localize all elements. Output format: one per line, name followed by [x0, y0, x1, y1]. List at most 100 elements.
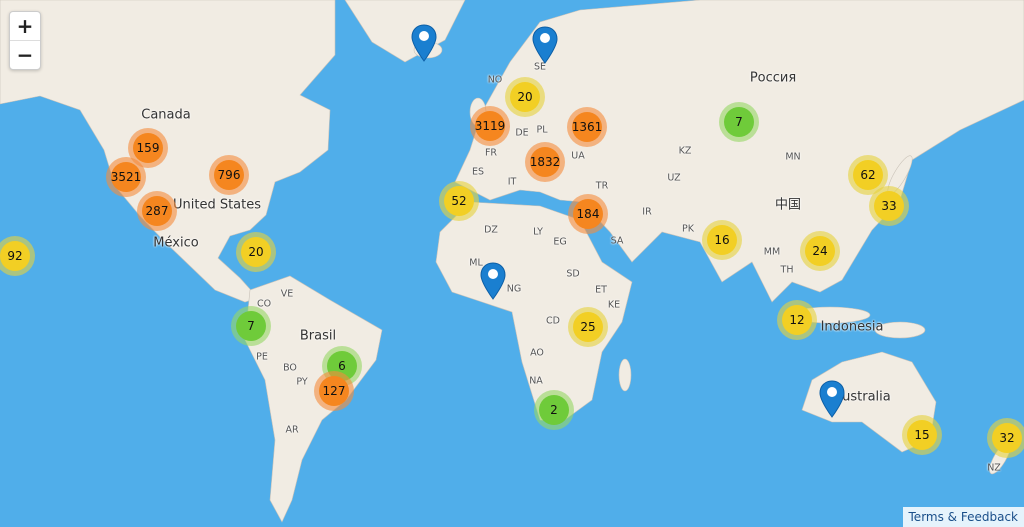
map-marker-icon[interactable] [532, 26, 558, 64]
cluster-count: 287 [142, 196, 172, 226]
map-marker-icon[interactable] [819, 380, 845, 418]
country-label: TR [595, 180, 609, 192]
marker-cluster[interactable]: 62 [848, 155, 888, 195]
country-label: PE [256, 351, 268, 363]
country-label: KZ [678, 145, 692, 157]
marker-cluster[interactable]: 2 [534, 390, 574, 430]
marker-cluster[interactable]: 32 [987, 418, 1024, 458]
country-label: LY [533, 226, 543, 238]
marker-cluster[interactable]: 92 [0, 236, 35, 276]
cluster-count: 3119 [475, 111, 505, 141]
marker-cluster[interactable]: 25 [568, 307, 608, 347]
marker-cluster[interactable]: 20 [236, 232, 276, 272]
country-label: ML [469, 257, 483, 269]
country-label: PK [682, 223, 694, 235]
country-label: 中国 [774, 197, 802, 213]
africa [435, 201, 633, 423]
country-label: FR [484, 147, 498, 159]
zoom-in-button[interactable]: + [16, 14, 34, 38]
cluster-count: 12 [782, 305, 812, 335]
south-america [244, 275, 383, 523]
marker-cluster[interactable]: 127 [314, 371, 354, 411]
marker-cluster[interactable]: 796 [209, 155, 249, 195]
country-label: NO [487, 74, 503, 86]
cluster-count: 2 [539, 395, 569, 425]
country-label: UA [571, 150, 585, 162]
country-label: AO [530, 347, 544, 359]
marker-cluster[interactable]: 16 [702, 220, 742, 260]
country-label: CD [546, 315, 560, 327]
map-marker-icon[interactable] [411, 24, 437, 62]
cluster-count: 92 [0, 241, 30, 271]
country-label: PL [536, 124, 548, 136]
country-label: ET [595, 284, 607, 296]
marker-cluster[interactable]: 24 [800, 231, 840, 271]
country-label: NA [529, 375, 543, 387]
country-label: NG [506, 283, 522, 295]
cluster-count: 159 [133, 133, 163, 163]
country-label: BO [283, 362, 297, 374]
map-marker-icon[interactable] [480, 262, 506, 300]
country-label: KE [607, 299, 621, 311]
marker-cluster[interactable]: 20 [505, 77, 545, 117]
cluster-count: 20 [510, 82, 540, 112]
terms-feedback-link[interactable]: Terms & Feedback [902, 507, 1024, 527]
cluster-count: 24 [805, 236, 835, 266]
marker-cluster[interactable]: 184 [568, 194, 608, 234]
country-label: TH [780, 264, 794, 276]
country-label: IT [507, 176, 517, 188]
marker-cluster[interactable]: 159 [128, 128, 168, 168]
new-guinea [874, 321, 926, 339]
country-label: Brasil [299, 328, 337, 344]
country-label: CO [256, 298, 272, 310]
cluster-count: 3521 [111, 162, 141, 192]
cluster-count: 32 [992, 423, 1022, 453]
cluster-count: 33 [874, 191, 904, 221]
zoom-control: + − [9, 11, 41, 70]
country-label: Indonesia [820, 319, 884, 335]
cluster-count: 1832 [530, 147, 560, 177]
marker-cluster[interactable]: 1361 [567, 107, 607, 147]
cluster-count: 1361 [572, 112, 602, 142]
marker-cluster[interactable]: 287 [137, 191, 177, 231]
cluster-count: 25 [573, 312, 603, 342]
marker-cluster[interactable]: 15 [902, 415, 942, 455]
country-label: SA [610, 235, 624, 247]
country-label: SD [566, 268, 580, 280]
country-label: PY [296, 376, 308, 388]
country-label: MM [763, 246, 781, 258]
marker-cluster[interactable]: 7 [719, 102, 759, 142]
marker-cluster[interactable]: 3521 [106, 157, 146, 197]
cluster-count: 52 [444, 186, 474, 216]
cluster-count: 62 [853, 160, 883, 190]
marker-cluster[interactable]: 3119 [470, 106, 510, 146]
country-label: UZ [667, 172, 681, 184]
country-label: Россия [749, 70, 797, 86]
country-label: ES [471, 166, 485, 178]
marker-cluster[interactable]: 12 [777, 300, 817, 340]
cluster-count: 7 [236, 311, 266, 341]
country-label: DZ [484, 224, 498, 236]
cluster-count: 20 [241, 237, 271, 267]
marker-cluster[interactable]: 33 [869, 186, 909, 226]
country-label: United States [172, 197, 262, 213]
marker-cluster[interactable]: 52 [439, 181, 479, 221]
country-label: SE [533, 61, 547, 73]
country-label: MN [785, 151, 801, 163]
zoom-out-button[interactable]: − [10, 40, 40, 69]
country-label: VE [280, 288, 294, 300]
madagascar [618, 358, 632, 392]
cluster-count: 15 [907, 420, 937, 450]
country-label: IR [642, 206, 652, 218]
cluster-count: 127 [319, 376, 349, 406]
cluster-count: 184 [573, 199, 603, 229]
marker-cluster[interactable]: 7 [231, 306, 271, 346]
country-label: Australia [833, 389, 891, 405]
cluster-count: 7 [724, 107, 754, 137]
country-label: DE [515, 127, 529, 139]
marker-cluster[interactable]: 1832 [525, 142, 565, 182]
cluster-count: 796 [214, 160, 244, 190]
greenland [344, 0, 466, 63]
country-label: EG [553, 236, 567, 248]
